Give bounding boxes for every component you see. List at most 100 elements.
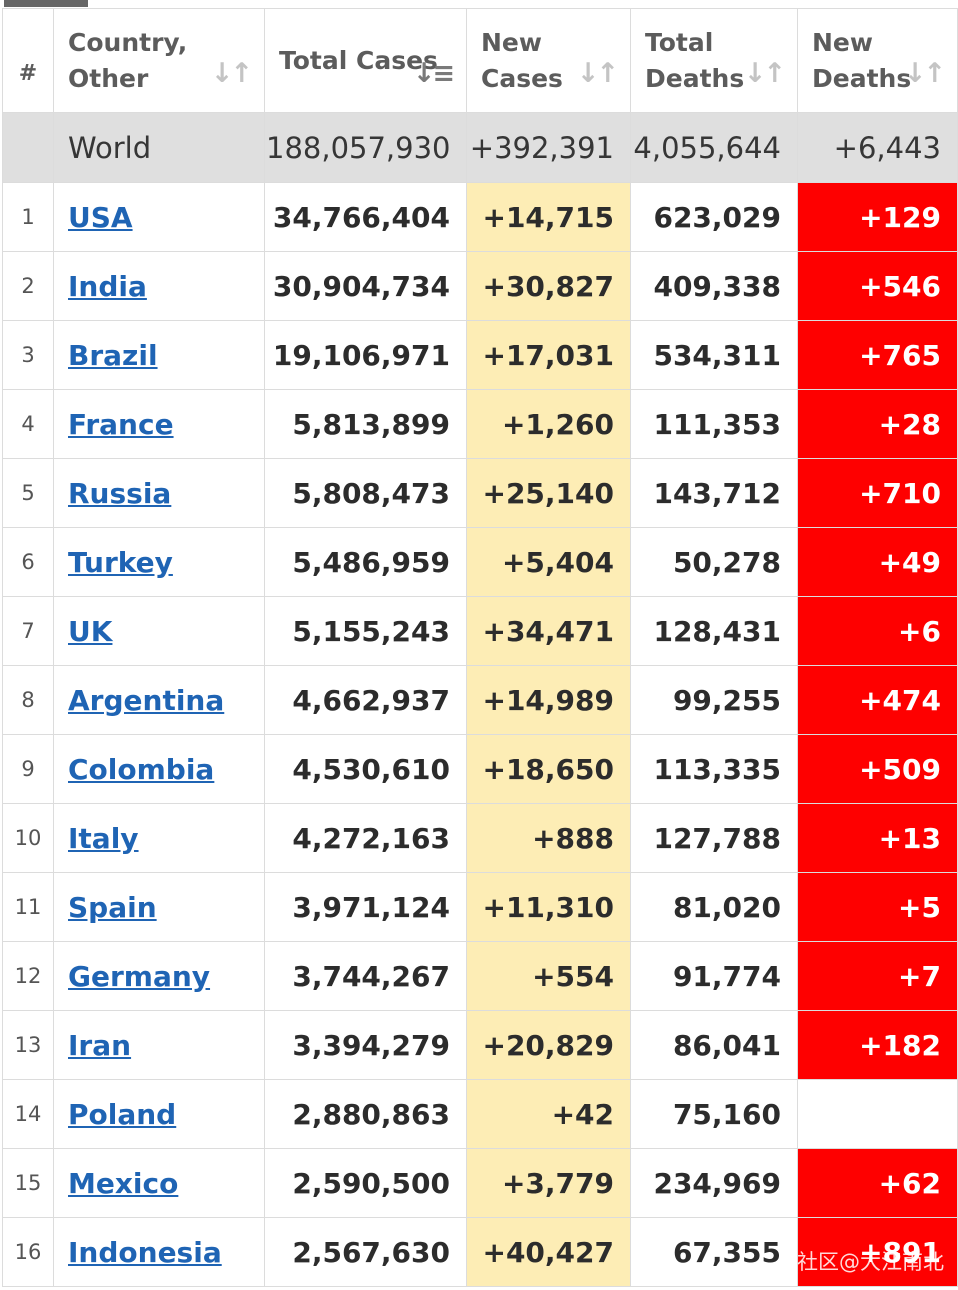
total-cases-cell: 3,744,267	[264, 941, 467, 1011]
total-deaths-cell: 91,774	[630, 941, 798, 1011]
total-cases-cell: 5,808,473	[264, 458, 467, 528]
table-row: 2 India 30,904,734 +30,827 409,338 +546	[2, 251, 958, 321]
watermark: 社区@大江南北	[797, 1250, 944, 1274]
country-link[interactable]: Italy	[68, 821, 139, 855]
country-link[interactable]: Poland	[68, 1097, 177, 1131]
header-rank[interactable]: #	[2, 8, 54, 113]
total-deaths-cell: 623,029	[630, 182, 798, 252]
total-deaths-cell: 86,041	[630, 1010, 798, 1080]
covid-table: # Country, Other ↓↑ Total Cases ↓≡ New C…	[2, 8, 958, 1287]
new-deaths-cell: +509	[797, 734, 958, 804]
total-deaths-cell: 75,160	[630, 1079, 798, 1149]
country-cell: Indonesia	[53, 1217, 265, 1287]
country-cell: Mexico	[53, 1148, 265, 1218]
new-deaths-cell: +62	[797, 1148, 958, 1218]
country-cell: Poland	[53, 1079, 265, 1149]
country-link[interactable]: India	[68, 269, 147, 303]
rank-cell: 6	[2, 527, 54, 597]
table-row: 15 Mexico 2,590,500 +3,779 234,969 +62	[2, 1148, 958, 1218]
table-row: 12 Germany 3,744,267 +554 91,774 +7	[2, 941, 958, 1011]
country-link[interactable]: France	[68, 407, 174, 441]
sort-descending-icon[interactable]: ↓≡	[412, 58, 455, 89]
country-link[interactable]: Russia	[68, 476, 172, 510]
new-cases-cell: +14,715	[466, 182, 631, 252]
header-total-deaths[interactable]: Total Deaths ↓↑	[630, 8, 798, 113]
header-country[interactable]: Country, Other ↓↑	[53, 8, 265, 113]
new-cases-cell: +11,310	[466, 872, 631, 942]
country-link[interactable]: Iran	[68, 1028, 132, 1062]
total-deaths-cell: 50,278	[630, 527, 798, 597]
total-deaths-cell: 234,969	[630, 1148, 798, 1218]
header-new-deaths[interactable]: New Deaths ↓↑	[797, 8, 958, 113]
new-cases-cell: +34,471	[466, 596, 631, 666]
total-cases-cell: 19,106,971	[264, 320, 467, 390]
rank-cell: 11	[2, 872, 54, 942]
new-cases-cell: +1,260	[466, 389, 631, 459]
country-link[interactable]: Colombia	[68, 752, 215, 786]
sort-arrows-icon[interactable]: ↓↑	[743, 58, 786, 89]
country-cell: Iran	[53, 1010, 265, 1080]
country-cell: France	[53, 389, 265, 459]
rank-cell: 5	[2, 458, 54, 528]
total-cases-cell: 5,155,243	[264, 596, 467, 666]
country-link[interactable]: UK	[68, 614, 113, 648]
top-tab-indicator	[4, 0, 88, 7]
total-cases-cell: 2,880,863	[264, 1079, 467, 1149]
new-cases-cell: +18,650	[466, 734, 631, 804]
country-link[interactable]: Brazil	[68, 338, 158, 372]
table-row: 13 Iran 3,394,279 +20,829 86,041 +182	[2, 1010, 958, 1080]
total-deaths-cell: 113,335	[630, 734, 798, 804]
new-deaths-cell: +474	[797, 665, 958, 735]
rank-cell: 13	[2, 1010, 54, 1080]
header-total-deaths-label: Total Deaths	[645, 27, 745, 93]
country-link[interactable]: Argentina	[68, 683, 225, 717]
sort-arrows-icon[interactable]: ↓↑	[210, 58, 253, 89]
new-cases-cell: +888	[466, 803, 631, 873]
rank-cell: 1	[2, 182, 54, 252]
header-row: # Country, Other ↓↑ Total Cases ↓≡ New C…	[2, 8, 958, 113]
total-deaths-cell: 81,020	[630, 872, 798, 942]
world-rank-cell	[2, 112, 54, 183]
sort-arrows-icon[interactable]: ↓↑	[576, 58, 619, 89]
rank-cell: 2	[2, 251, 54, 321]
total-cases-cell: 5,486,959	[264, 527, 467, 597]
total-deaths-cell: 128,431	[630, 596, 798, 666]
country-link[interactable]: Indonesia	[68, 1235, 222, 1269]
table-row: 11 Spain 3,971,124 +11,310 81,020 +5	[2, 872, 958, 942]
country-link[interactable]: USA	[68, 200, 133, 234]
total-deaths-cell: 127,788	[630, 803, 798, 873]
table-row: 4 France 5,813,899 +1,260 111,353 +28	[2, 389, 958, 459]
new-cases-cell: +30,827	[466, 251, 631, 321]
new-deaths-cell: +28	[797, 389, 958, 459]
new-deaths-cell: +13	[797, 803, 958, 873]
table-row: 1 USA 34,766,404 +14,715 623,029 +129	[2, 182, 958, 252]
country-link[interactable]: Mexico	[68, 1166, 179, 1200]
country-link[interactable]: Germany	[68, 959, 211, 993]
rank-cell: 14	[2, 1079, 54, 1149]
new-deaths-cell: +5	[797, 872, 958, 942]
table-row: 14 Poland 2,880,863 +42 75,160	[2, 1079, 958, 1149]
new-cases-cell: +25,140	[466, 458, 631, 528]
total-deaths-cell: 111,353	[630, 389, 798, 459]
new-deaths-cell: +765	[797, 320, 958, 390]
new-cases-cell: +3,779	[466, 1148, 631, 1218]
sort-arrows-icon[interactable]: ↓↑	[903, 58, 946, 89]
total-deaths-cell: 534,311	[630, 320, 798, 390]
rank-cell: 15	[2, 1148, 54, 1218]
table-row: 9 Colombia 4,530,610 +18,650 113,335 +509	[2, 734, 958, 804]
world-row: World 188,057,930 +392,391 4,055,644 +6,…	[2, 112, 958, 183]
header-new-deaths-label: New Deaths	[812, 27, 912, 93]
header-country-label: Country, Other	[68, 27, 188, 93]
country-link[interactable]: Turkey	[68, 545, 173, 579]
new-deaths-cell	[797, 1079, 958, 1149]
header-new-cases[interactable]: New Cases ↓↑	[466, 8, 631, 113]
total-cases-cell: 34,766,404	[264, 182, 467, 252]
rank-cell: 8	[2, 665, 54, 735]
new-deaths-cell: +129	[797, 182, 958, 252]
header-total-cases[interactable]: Total Cases ↓≡	[264, 8, 467, 113]
country-cell: UK	[53, 596, 265, 666]
new-deaths-cell: +49	[797, 527, 958, 597]
country-link[interactable]: Spain	[68, 890, 157, 924]
world-name-cell: World	[53, 112, 265, 183]
new-cases-cell: +42	[466, 1079, 631, 1149]
